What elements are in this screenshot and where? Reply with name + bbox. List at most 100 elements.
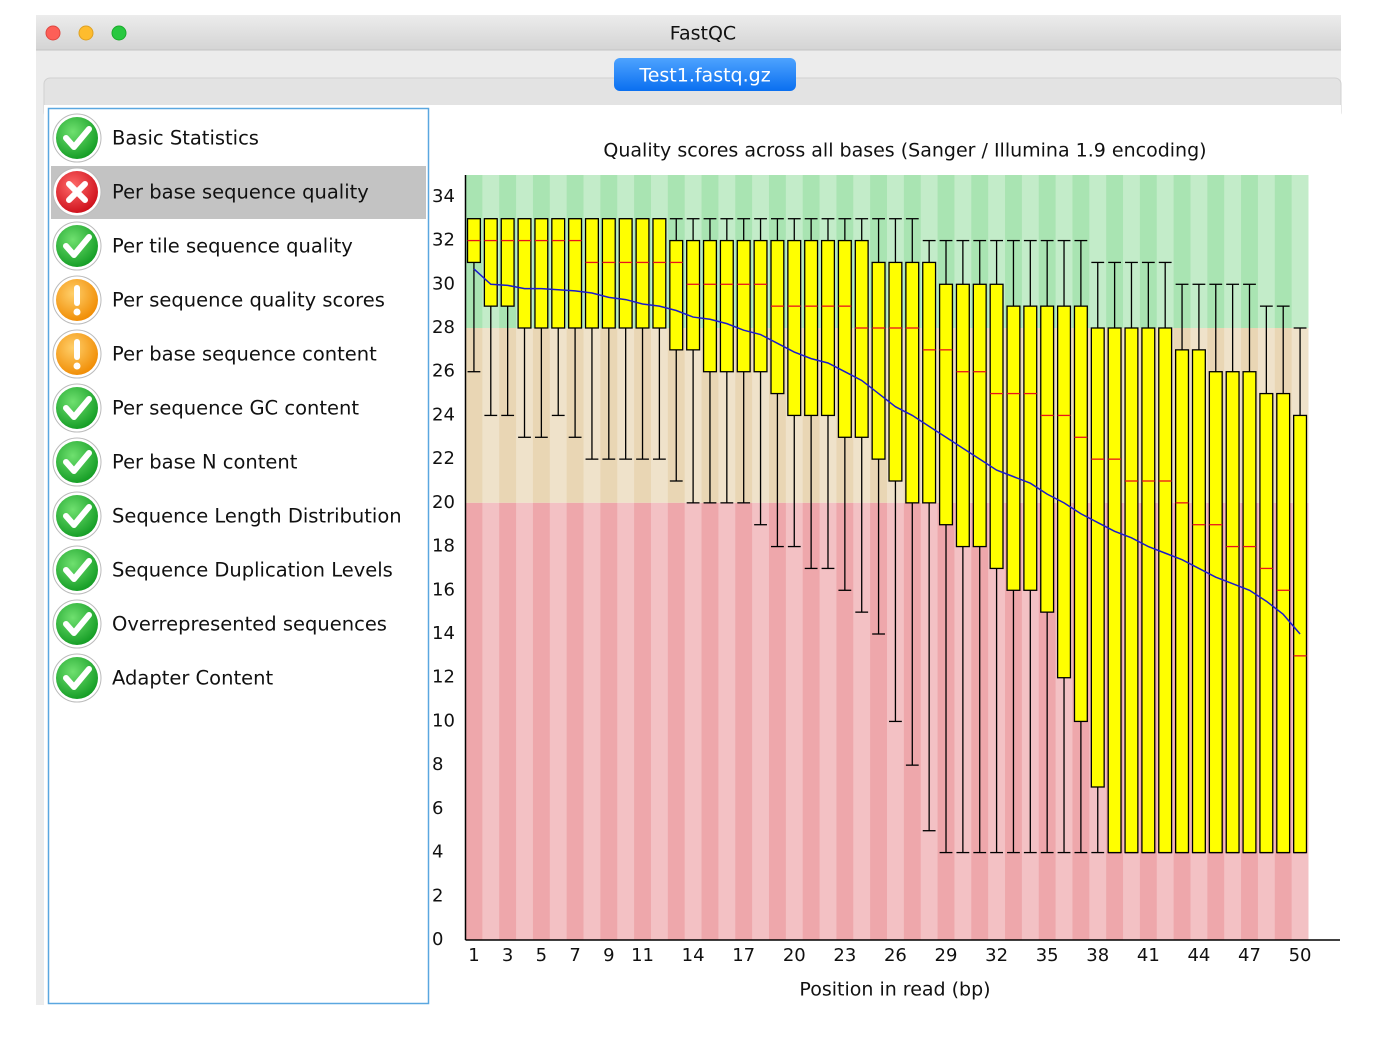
box-body [820, 239, 836, 417]
file-tab-label[interactable]: Test1.fastq.gz [638, 65, 770, 87]
y-tick-label: 14 [432, 623, 455, 644]
box-body [584, 218, 600, 329]
icon-disc [56, 549, 98, 591]
box-body [787, 239, 802, 417]
box-body [1259, 392, 1274, 854]
module-name[interactable]: Per tile sequence quality [112, 235, 353, 258]
box-body [1158, 327, 1173, 854]
box [1023, 239, 1038, 854]
module-name[interactable]: Basic Statistics [112, 127, 259, 150]
status-icon[interactable] [52, 383, 102, 433]
window-title: FastQC [670, 23, 736, 45]
check-mark [63, 396, 92, 420]
box-body [854, 239, 869, 438]
x-tick-label: 32 [985, 945, 1008, 966]
box [854, 218, 869, 613]
x-tick-label: 3 [502, 945, 513, 966]
column-stripe [549, 175, 567, 940]
box [500, 218, 515, 417]
box [669, 218, 684, 482]
box [1158, 261, 1173, 854]
box-body [905, 261, 920, 504]
x-tick-label: 47 [1238, 945, 1261, 966]
status-icon[interactable] [52, 275, 102, 325]
box-body [871, 261, 886, 460]
y-tick-label: 32 [432, 230, 455, 251]
y-tick-label: 22 [432, 448, 455, 469]
box-body [1090, 327, 1105, 788]
box-body [753, 239, 768, 373]
box [1174, 283, 1190, 854]
y-tick-label: 8 [432, 754, 443, 775]
file-tab[interactable] [614, 58, 796, 91]
status-icon[interactable] [52, 491, 102, 541]
y-tick-label: 20 [432, 492, 455, 513]
status-icon[interactable] [52, 599, 102, 649]
module-name[interactable]: Per base sequence quality [112, 181, 369, 204]
status-icon[interactable] [52, 329, 102, 379]
box-body [736, 239, 751, 373]
column-stripe [650, 175, 668, 940]
box [1225, 283, 1240, 854]
status-icon[interactable] [52, 545, 102, 595]
box [770, 218, 785, 548]
module-name[interactable]: Sequence Length Distribution [112, 505, 402, 528]
title-bar [36, 15, 1341, 50]
module-name[interactable]: Overrepresented sequences [112, 613, 387, 636]
icon-disc [56, 495, 98, 537]
chart: Quality scores across all bases (Sanger … [432, 140, 1340, 1001]
box-body [804, 239, 819, 417]
box-body [568, 218, 583, 329]
box-body [770, 239, 785, 395]
box [1040, 239, 1055, 854]
y-tick-label: 12 [432, 667, 455, 688]
box-body [551, 218, 566, 329]
box [635, 218, 650, 460]
module-name[interactable]: Adapter Content [112, 667, 273, 690]
box [736, 218, 751, 504]
module-name[interactable]: Per base N content [112, 451, 298, 474]
status-icon[interactable] [52, 221, 102, 271]
check-mark [63, 126, 92, 150]
module-name[interactable]: Per sequence GC content [112, 397, 359, 420]
minimize-button[interactable] [78, 25, 94, 41]
box-body [618, 218, 633, 329]
box [888, 218, 903, 723]
module-name[interactable]: Sequence Duplication Levels [112, 559, 393, 582]
box-body [888, 261, 903, 482]
warn-dot [73, 308, 81, 316]
box [1191, 283, 1206, 854]
icon-disc [56, 225, 98, 267]
box [719, 218, 734, 504]
check-mark [63, 504, 92, 528]
status-icon[interactable] [52, 113, 102, 163]
module-name[interactable]: Per base sequence content [112, 343, 377, 366]
status-icon[interactable] [52, 437, 102, 487]
status-icon[interactable] [52, 653, 102, 703]
y-tick-label: 34 [432, 186, 455, 207]
x-tick-label: 9 [603, 945, 614, 966]
close-button[interactable] [45, 25, 61, 41]
module-name[interactable]: Per sequence quality scores [112, 289, 385, 312]
check-mark [63, 450, 92, 474]
icon-disc [56, 441, 98, 483]
box [1242, 283, 1257, 854]
status-icon[interactable] [52, 167, 102, 217]
y-tick-label: 18 [432, 536, 455, 557]
box [1107, 261, 1122, 854]
box-body [652, 218, 667, 329]
x-tick-label: 1 [468, 945, 479, 966]
x-tick-label: 41 [1137, 945, 1160, 966]
box [686, 218, 701, 504]
zoom-button[interactable] [111, 25, 127, 41]
box [989, 239, 1004, 854]
box-body [702, 239, 718, 373]
box [1259, 305, 1274, 854]
column-stripe [516, 175, 533, 940]
box [820, 218, 836, 570]
box-body [1225, 371, 1240, 854]
box-body [1006, 305, 1021, 591]
chart-title: Quality scores across all bases (Sanger … [603, 140, 1206, 162]
box-body [837, 239, 852, 438]
